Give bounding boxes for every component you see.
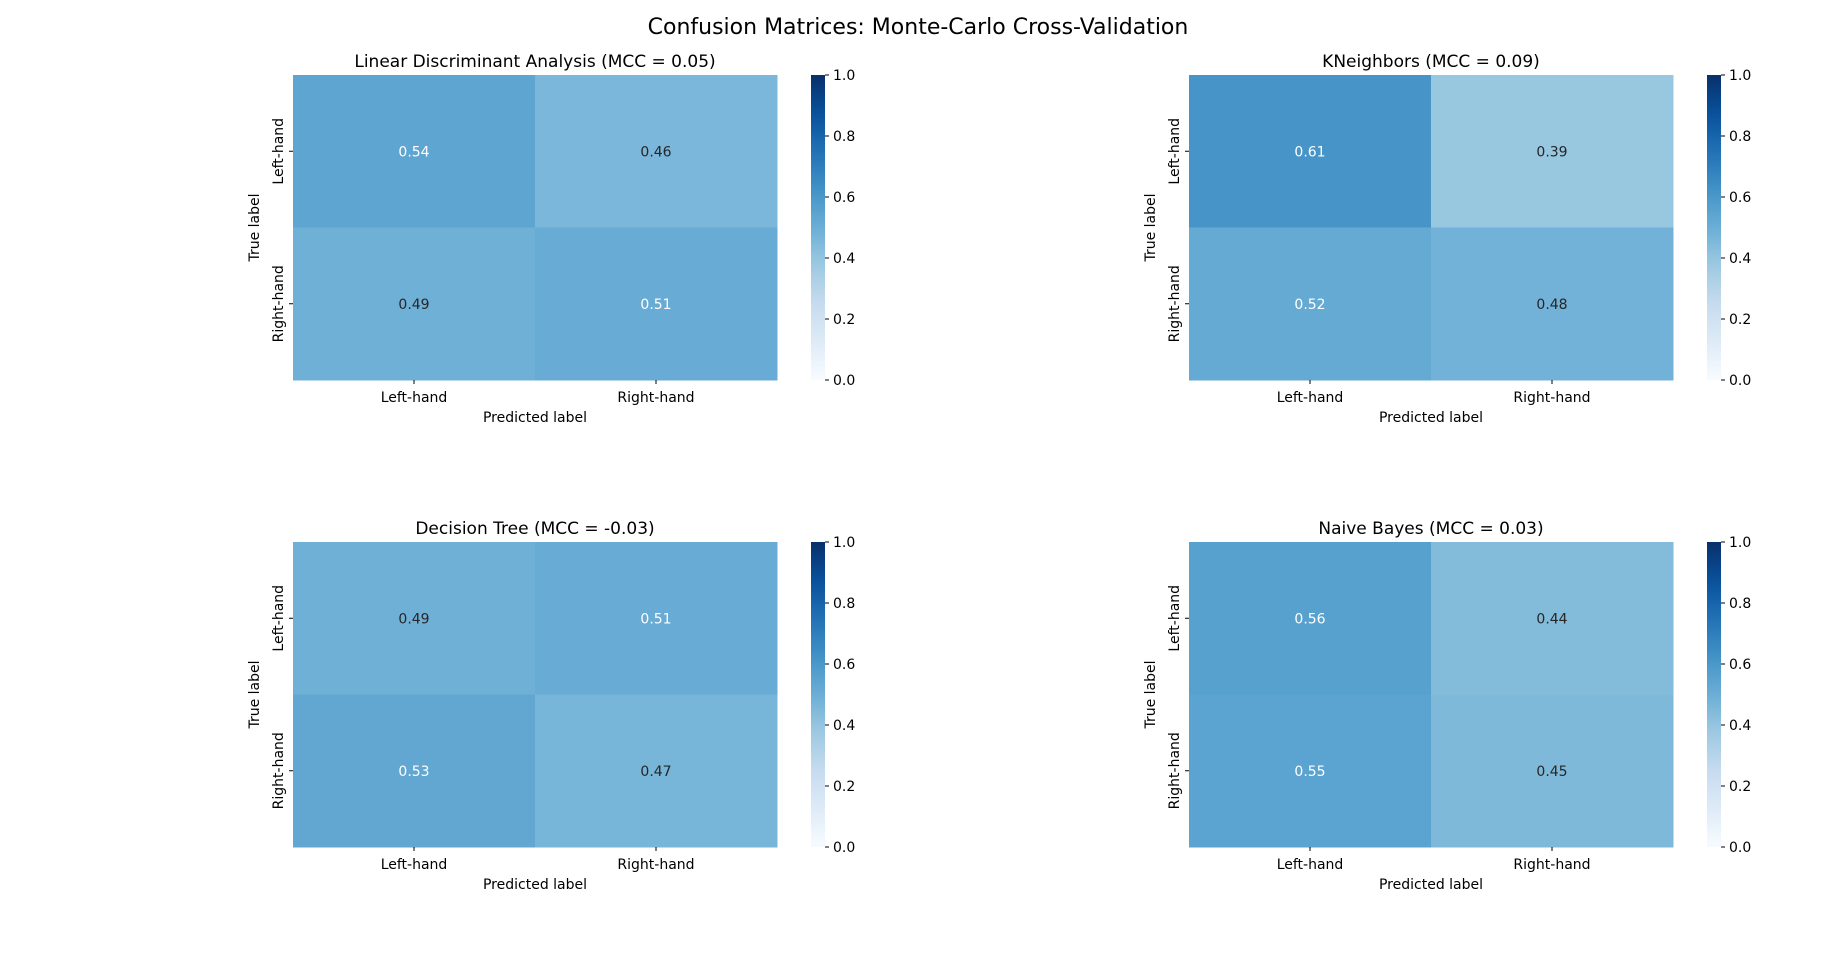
cell-value-label: 0.51 (640, 297, 671, 313)
colorbar (811, 75, 825, 380)
heatmap-cell (535, 75, 778, 228)
heatmap-cell (1189, 227, 1432, 381)
heatmap-cell (1189, 694, 1432, 848)
heatmap-cell (1431, 75, 1674, 228)
cell-value-label: 0.49 (398, 611, 429, 627)
x-axis-label: Predicted label (483, 410, 587, 426)
y-axis-label: True label (1143, 660, 1159, 729)
colorbar-tick-label: 0.0 (833, 373, 855, 389)
heatmap-cell (535, 542, 778, 695)
cell-value-label: 0.61 (1294, 144, 1325, 160)
y-tick-label: Left-hand (1167, 585, 1183, 652)
x-tick-label: Left-hand (381, 390, 448, 406)
y-axis-label: True label (247, 193, 263, 262)
x-axis-label: Predicted label (483, 877, 587, 893)
heatmap-cell (1189, 75, 1432, 228)
colorbar (811, 542, 825, 847)
y-tick-label: Right-hand (1167, 732, 1183, 809)
y-tick-label: Right-hand (271, 265, 287, 342)
y-axis-label: True label (1143, 193, 1159, 262)
cell-value-label: 0.45 (1536, 764, 1567, 780)
colorbar-tick-label: 0.8 (1729, 596, 1751, 612)
colorbar-tick-label: 0.0 (1729, 840, 1751, 856)
heatmap-cell (1431, 542, 1674, 695)
colorbar-tick-label: 0.4 (1729, 251, 1751, 267)
x-axis-label: Predicted label (1379, 410, 1483, 426)
cell-value-label: 0.48 (1536, 297, 1567, 313)
heatmap-cell (293, 75, 536, 228)
heatmap-cell (293, 542, 536, 695)
x-axis-label: Predicted label (1379, 877, 1483, 893)
panel-title: KNeighbors (MCC = 0.09) (1322, 52, 1540, 72)
colorbar-tick-label: 0.8 (833, 129, 855, 145)
colorbar-tick-label: 0.0 (833, 840, 855, 856)
y-axis-label: True label (247, 660, 263, 729)
panel-title: Naive Bayes (MCC = 0.03) (1318, 519, 1543, 539)
x-tick-label: Right-hand (1513, 390, 1590, 406)
confusion-matrix-panel: Linear Discriminant Analysis (MCC = 0.05… (247, 52, 855, 426)
cell-value-label: 0.49 (398, 297, 429, 313)
cell-value-label: 0.52 (1294, 297, 1325, 313)
confusion-matrix-panel: KNeighbors (MCC = 0.09) 0.61 0.39 0.52 0.48 L… (1143, 52, 1751, 426)
colorbar-tick-label: 0.2 (833, 779, 855, 795)
colorbar-tick-label: 0.4 (833, 251, 855, 267)
colorbar-tick-label: 0.6 (833, 190, 855, 206)
panel-title: Linear Discriminant Analysis (MCC = 0.05… (354, 52, 715, 72)
colorbar-tick-label: 0.2 (1729, 779, 1751, 795)
colorbar-tick-label: 1.0 (833, 68, 855, 84)
colorbar-tick-label: 0.8 (833, 596, 855, 612)
y-tick-label: Right-hand (1167, 265, 1183, 342)
cell-value-label: 0.47 (640, 764, 671, 780)
y-tick-label: Left-hand (271, 585, 287, 652)
heatmap-cell (535, 227, 778, 381)
heatmap-cell (293, 227, 536, 381)
cell-value-label: 0.46 (640, 144, 671, 160)
x-tick-label: Right-hand (1513, 857, 1590, 873)
y-tick-label: Left-hand (1167, 118, 1183, 185)
colorbar-tick-label: 0.2 (1729, 312, 1751, 328)
x-tick-label: Right-hand (617, 390, 694, 406)
y-tick-label: Left-hand (271, 118, 287, 185)
colorbar-tick-label: 0.6 (1729, 190, 1751, 206)
colorbar-tick-label: 0.2 (833, 312, 855, 328)
x-tick-label: Left-hand (1277, 390, 1344, 406)
confusion-matrix-panel: Decision Tree (MCC = -0.03) 0.49 0.51 0.53 0… (247, 519, 855, 893)
colorbar-tick-label: 0.4 (833, 718, 855, 734)
heatmap-cell (1431, 694, 1674, 848)
cell-value-label: 0.54 (398, 144, 429, 160)
x-tick-label: Left-hand (1277, 857, 1344, 873)
colorbar-tick-label: 1.0 (1729, 535, 1751, 551)
heatmap-cell (293, 694, 536, 848)
figure-title: Confusion Matrices: Monte-Carlo Cross-Va… (648, 15, 1189, 40)
colorbar-tick-label: 0.6 (1729, 657, 1751, 673)
colorbar-tick-label: 0.4 (1729, 718, 1751, 734)
heatmap-cell (535, 694, 778, 848)
cell-value-label: 0.39 (1536, 144, 1567, 160)
confusion-matrix-panel: Naive Bayes (MCC = 0.03) 0.56 0.44 0.55 0.45… (1143, 519, 1751, 893)
panel-title: Decision Tree (MCC = -0.03) (415, 519, 654, 539)
heatmap-cell (1431, 227, 1674, 381)
colorbar (1707, 75, 1721, 380)
y-tick-label: Right-hand (271, 732, 287, 809)
cell-value-label: 0.53 (398, 764, 429, 780)
x-tick-label: Right-hand (617, 857, 694, 873)
cell-value-label: 0.56 (1294, 611, 1325, 627)
colorbar-tick-label: 0.8 (1729, 129, 1751, 145)
colorbar-tick-label: 0.6 (833, 657, 855, 673)
cell-value-label: 0.55 (1294, 764, 1325, 780)
cell-value-label: 0.51 (640, 611, 671, 627)
colorbar-tick-label: 1.0 (1729, 68, 1751, 84)
cell-value-label: 0.44 (1536, 611, 1567, 627)
x-tick-label: Left-hand (381, 857, 448, 873)
heatmap-cell (1189, 542, 1432, 695)
colorbar-tick-label: 0.0 (1729, 373, 1751, 389)
colorbar-tick-label: 1.0 (833, 535, 855, 551)
colorbar (1707, 542, 1721, 847)
